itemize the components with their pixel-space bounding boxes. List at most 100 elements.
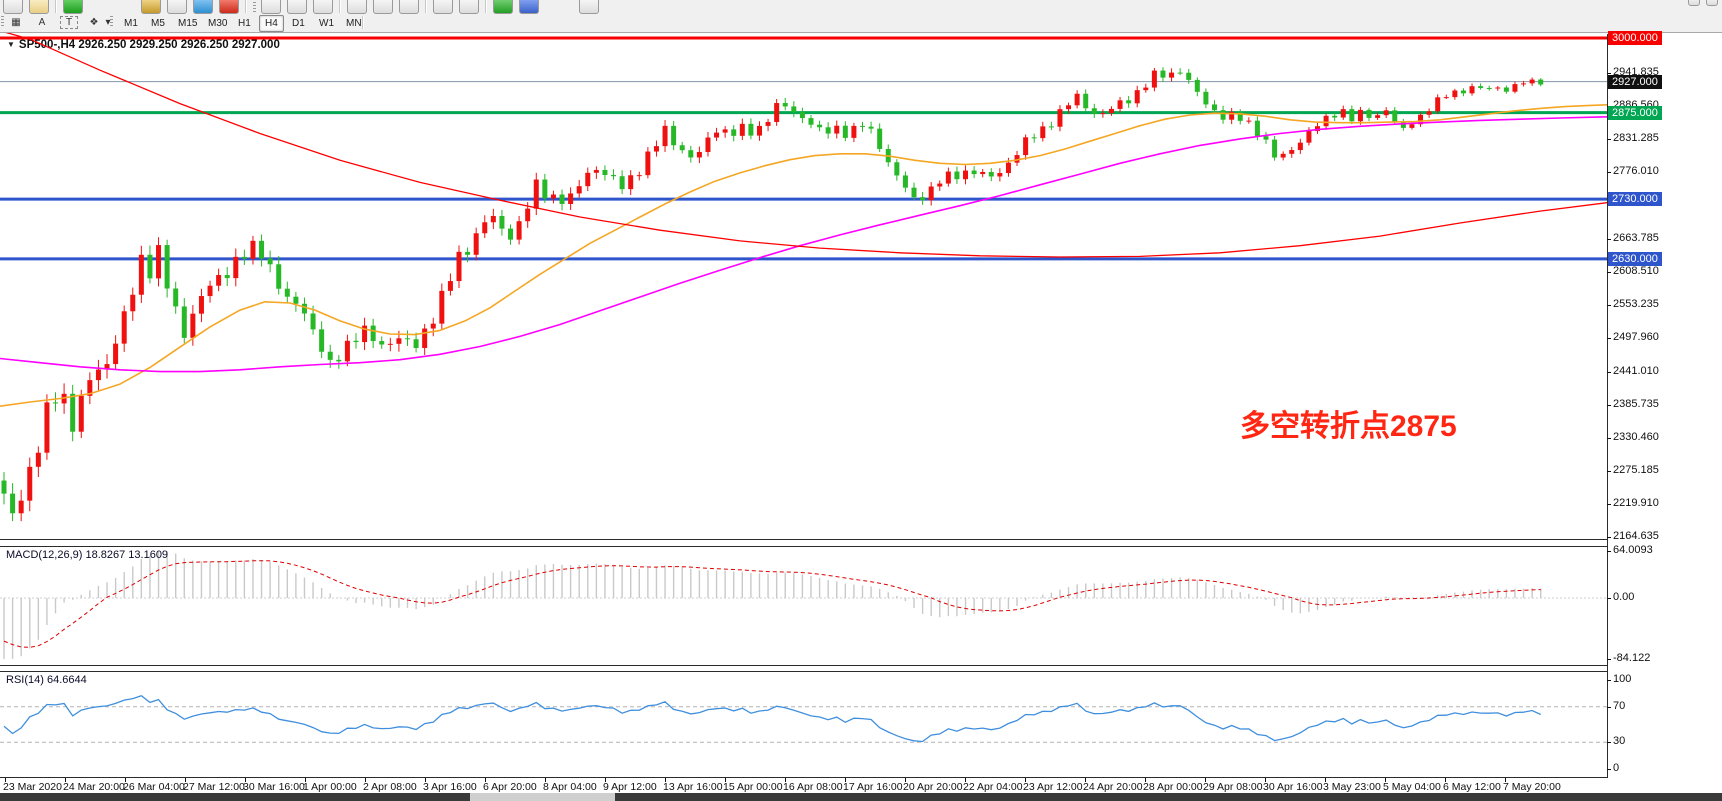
date-tick: [425, 778, 426, 782]
date-label: 23 Apr 12:00: [1023, 781, 1083, 793]
macd-label: MACD(12,26,9) 18.8267 13.1609: [6, 549, 169, 561]
date-tick: [665, 778, 666, 782]
rsi-tick: [1607, 706, 1611, 708]
shapes-tool[interactable]: ❖: [89, 17, 99, 28]
date-label: 23 Mar 2020: [3, 781, 62, 793]
price-tick: [1607, 304, 1611, 306]
price-tick: [1607, 138, 1611, 140]
zoom-out-icon[interactable]: [459, 0, 479, 14]
macd-tick: [1607, 659, 1611, 661]
date-label: 1 Apr 00:00: [303, 781, 357, 793]
autotrade-icon[interactable]: [167, 0, 187, 14]
macd-tick: [1607, 550, 1611, 552]
shield-icon[interactable]: [519, 0, 539, 14]
timeframe-w1[interactable]: W1: [319, 18, 334, 29]
price-tick: [1607, 536, 1611, 538]
price-level-badge: 2875.000: [1608, 105, 1662, 120]
date-tick: [605, 778, 606, 782]
toolbar-separator: [339, 0, 340, 13]
timeframe-m15[interactable]: M15: [178, 18, 198, 29]
date-label: 2 Apr 08:00: [363, 781, 417, 793]
scroll-right-icon[interactable]: [287, 0, 307, 14]
main-price-panel[interactable]: [0, 33, 1607, 539]
date-label: 29 Apr 08:00: [1203, 781, 1263, 793]
draw-text-icon[interactable]: [373, 0, 393, 14]
grid-icon[interactable]: [399, 0, 419, 14]
chart-shift-icon[interactable]: [313, 0, 333, 14]
window-mini-icon[interactable]: [1688, 0, 1700, 6]
date-tick: [485, 778, 486, 782]
toolbar-grip[interactable]: [253, 2, 256, 13]
price-level-badge: 3000.000: [1608, 31, 1662, 45]
price-level-badge: 2730.000: [1608, 192, 1662, 207]
add-indicator-icon[interactable]: [493, 0, 513, 14]
toolbar-timeframes: ▦ A T ❖ ▾ M1 M5 M15 M30 H1 H4 D1 W1 MN: [0, 14, 1722, 32]
date-tick: [365, 778, 366, 782]
ma-fast-orange: [0, 104, 1607, 407]
macd-histogram: [3, 551, 1542, 659]
timeframe-h4[interactable]: H4: [259, 15, 284, 32]
price-tick: [1607, 171, 1611, 173]
toolbar-separator: [362, 16, 363, 29]
window-icon[interactable]: [3, 0, 23, 14]
zoom-in-icon[interactable]: [433, 0, 453, 14]
panel-border: [0, 539, 1607, 540]
macd-tick-label: -84.122: [1613, 652, 1651, 665]
shapes-caret[interactable]: ▾: [105, 17, 111, 28]
rsi-panel[interactable]: [0, 671, 1607, 777]
arrow-mini-icon[interactable]: [1706, 0, 1718, 6]
toolbar-grip[interactable]: [1, 16, 4, 27]
panel-splitter[interactable]: [0, 671, 1607, 672]
timeframe-m5[interactable]: M5: [151, 18, 165, 29]
rsi-tick-label: 70: [1613, 699, 1626, 712]
date-tick: [5, 778, 6, 782]
toolbar-grip[interactable]: [110, 16, 113, 27]
new-order-icon[interactable]: [63, 0, 83, 14]
zoom-icon[interactable]: [29, 0, 49, 14]
price-tick-label: 2553.235: [1613, 297, 1659, 310]
timeframe-m30[interactable]: M30: [208, 18, 228, 29]
date-label: 30 Mar 16:00: [243, 781, 305, 793]
chart-ohlc: 2926.250 2929.250 2926.250 2927.000: [78, 39, 280, 51]
price-tick-label: 2441.010: [1613, 364, 1659, 377]
date-label: 6 Apr 20:00: [483, 781, 537, 793]
stop-icon[interactable]: [219, 0, 239, 14]
timeframe-m1[interactable]: M1: [124, 18, 138, 29]
chart-area[interactable]: ▼ SP500-,H4 2926.250 2929.250 2926.250 29…: [0, 31, 1722, 801]
date-tick: [965, 778, 966, 782]
rsi-tick-label: 30: [1613, 735, 1626, 748]
rsi-tick: [1607, 742, 1611, 744]
date-tick: [245, 778, 246, 782]
macd-tick: [1607, 598, 1611, 599]
date-tick: [1025, 778, 1026, 782]
bottom-strip-mid: [470, 793, 615, 801]
panel-border: [0, 777, 1607, 778]
expert-icon[interactable]: [141, 0, 161, 14]
price-tick-label: 2776.010: [1613, 164, 1659, 177]
crosshair-tool[interactable]: A: [38, 17, 46, 28]
macd-signal-line: [3, 560, 1541, 648]
cursor-box-icon[interactable]: ▦: [11, 17, 21, 28]
price-tick-label: 2497.960: [1613, 330, 1659, 343]
rsi-tick-label: 100: [1613, 673, 1632, 685]
price-tick-label: 2164.635: [1613, 529, 1659, 542]
toolbar-separator: [245, 0, 246, 13]
candles: [1, 67, 1544, 522]
chart-annotation-text[interactable]: 多空转折点2875: [1240, 410, 1457, 443]
timeframe-mn[interactable]: MN: [346, 18, 362, 29]
scroll-left-icon[interactable]: [261, 0, 281, 14]
collapse-triangle-icon[interactable]: ▼: [7, 40, 15, 49]
panel-splitter[interactable]: [0, 546, 1607, 547]
globe-icon[interactable]: [193, 0, 213, 14]
timeframe-h1[interactable]: H1: [238, 18, 251, 29]
draw-line-icon[interactable]: [347, 0, 367, 14]
rsi-tick: [1607, 769, 1611, 770]
date-label: 28 Apr 00:00: [1143, 781, 1203, 793]
timeframe-d1[interactable]: D1: [292, 18, 305, 29]
date-label: 13 Apr 16:00: [663, 781, 723, 793]
date-tick: [1445, 778, 1446, 782]
new-chart-icon[interactable]: [579, 0, 599, 14]
toolbar-separator: [485, 0, 486, 13]
text-tool[interactable]: T: [60, 16, 78, 29]
macd-panel[interactable]: [0, 546, 1607, 665]
